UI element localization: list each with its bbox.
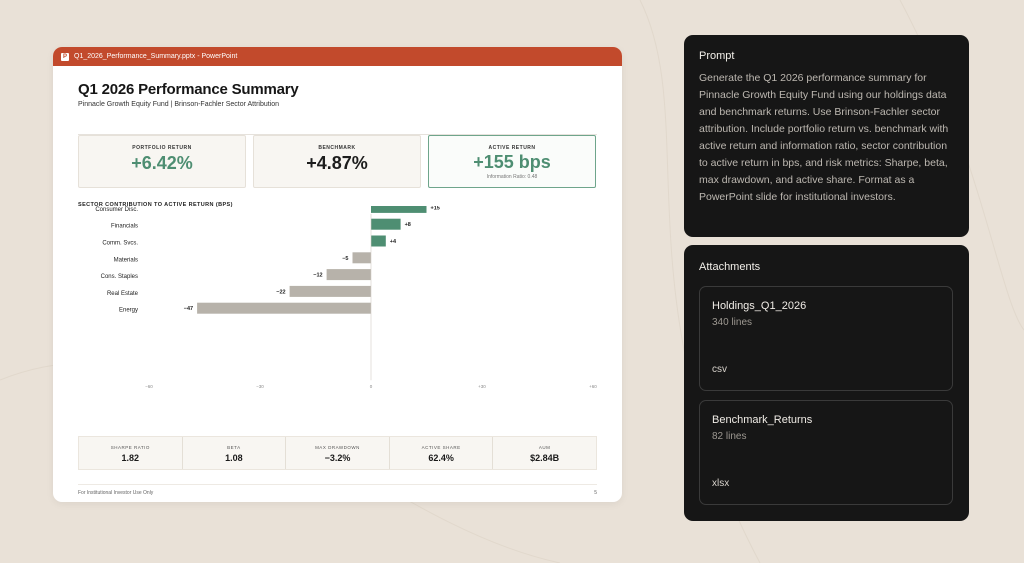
risk-metric-sharpe: SHARPE RATIO 1.82 xyxy=(79,437,183,469)
attachment-line-count: 82 lines xyxy=(712,431,747,442)
slide-title: Q1 2026 Performance Summary xyxy=(78,81,299,98)
kpi-benchmark: BENCHMARK +4.87% xyxy=(253,135,421,188)
attachments-title: Attachments xyxy=(699,261,761,273)
bar-value-label: −47 xyxy=(184,306,193,312)
bar xyxy=(326,269,371,281)
footer-divider xyxy=(78,484,597,485)
category-label: Cons. Staples xyxy=(101,274,138,280)
powerpoint-app-icon: P xyxy=(61,52,69,61)
x-tick-label: −30 xyxy=(256,384,264,389)
bar xyxy=(352,252,371,264)
title-divider xyxy=(78,134,597,135)
risk-value: 62.4% xyxy=(428,453,454,463)
kpi-label: BENCHMARK xyxy=(318,145,356,151)
kpi-label: PORTFOLIO RETURN xyxy=(132,145,192,151)
x-tick-label: +30 xyxy=(478,384,486,389)
category-label: Materials xyxy=(114,257,138,263)
risk-metric-max-drawdown: MAX DRAWDOWN −3.2% xyxy=(286,437,390,469)
bar-value-label: +8 xyxy=(405,222,411,228)
sector-contribution-chart: Info. Technology+58Health Care+34Industr… xyxy=(95,206,597,389)
powerpoint-window: P Q1_2026_Performance_Summary.pptx - Pow… xyxy=(53,47,622,502)
window-titlebar: P Q1_2026_Performance_Summary.pptx - Pow… xyxy=(53,47,622,66)
prompt-text: Generate the Q1 2026 performance summary… xyxy=(699,72,949,203)
x-tick-label: 0 xyxy=(370,384,373,389)
x-tick-label: −60 xyxy=(145,384,153,389)
category-label: Comm. Svcs. xyxy=(102,241,138,247)
bar-value-label: +4 xyxy=(390,239,397,245)
slide-subtitle: Pinnacle Growth Equity Fund | Brinson-Fa… xyxy=(78,101,280,108)
category-label: Financials xyxy=(111,224,138,230)
kpi-active-return: ACTIVE RETURN +155 bps Information Ratio… xyxy=(428,135,596,188)
risk-metric-active-share: ACTIVE SHARE 62.4% xyxy=(390,437,494,469)
bar-value-label: −5 xyxy=(342,256,348,262)
risk-value: 1.82 xyxy=(121,453,140,463)
attachment-line-count: 340 lines xyxy=(712,317,753,328)
attachments-panel: Attachments Holdings_Q1_2026 340 lines c… xyxy=(684,245,969,521)
attachment-name: Benchmark_Returns xyxy=(712,414,813,426)
bar xyxy=(371,206,427,213)
information-ratio-note: Information Ratio: 0.48 xyxy=(486,174,538,180)
attachment-file-type: csv xyxy=(712,364,727,375)
risk-label: AUM xyxy=(538,445,551,450)
kpi-value: +155 bps xyxy=(473,152,551,172)
bar-value-label: −12 xyxy=(313,273,322,279)
kpi-value: +4.87% xyxy=(306,153,368,173)
attachment-card[interactable]: Benchmark_Returns 82 lines xlsx xyxy=(699,400,953,505)
risk-value: $2.84B xyxy=(530,453,560,463)
risk-metric-aum: AUM $2.84B xyxy=(493,437,596,469)
risk-label: BETA xyxy=(227,445,241,450)
prompt-title: Prompt xyxy=(699,50,735,62)
risk-metrics-bar: SHARPE RATIO 1.82 BETA 1.08 MAX DRAWDOWN… xyxy=(78,436,597,470)
chart-heading: SECTOR CONTRIBUTION TO ACTIVE RETURN (BP… xyxy=(78,202,233,208)
risk-label: ACTIVE SHARE xyxy=(421,445,461,450)
risk-label: MAX DRAWDOWN xyxy=(315,445,360,450)
bar xyxy=(289,285,371,297)
prompt-panel: Prompt Generate the Q1 2026 performance … xyxy=(684,35,969,237)
window-title: Q1_2026_Performance_Summary.pptx - Power… xyxy=(74,53,238,60)
attachment-card[interactable]: Holdings_Q1_2026 340 lines csv xyxy=(699,286,953,391)
risk-value: 1.08 xyxy=(225,453,243,463)
page-number: 5 xyxy=(594,490,597,496)
kpi-portfolio-return: PORTFOLIO RETURN +6.42% xyxy=(78,135,246,188)
bar-value-label: −22 xyxy=(276,289,285,295)
kpi-label: ACTIVE RETURN xyxy=(488,145,536,151)
risk-label: SHARPE RATIO xyxy=(110,445,150,450)
slide: Q1 2026 Performance Summary Pinnacle Gro… xyxy=(53,66,622,502)
bar xyxy=(371,235,386,247)
category-label: Energy xyxy=(119,308,138,314)
bar xyxy=(371,218,401,230)
risk-metric-beta: BETA 1.08 xyxy=(183,437,287,469)
kpi-value: +6.42% xyxy=(131,153,193,173)
category-label: Consumer Disc. xyxy=(95,207,138,213)
attachment-file-type: xlsx xyxy=(712,478,730,489)
risk-value: −3.2% xyxy=(324,453,351,463)
bar xyxy=(197,302,371,314)
bar-value-label: +15 xyxy=(431,206,440,211)
category-label: Real Estate xyxy=(107,291,139,297)
attachment-name: Holdings_Q1_2026 xyxy=(712,300,807,312)
footer-disclaimer: For Institutional Investor Use Only xyxy=(78,490,154,496)
x-tick-label: +60 xyxy=(589,384,597,389)
